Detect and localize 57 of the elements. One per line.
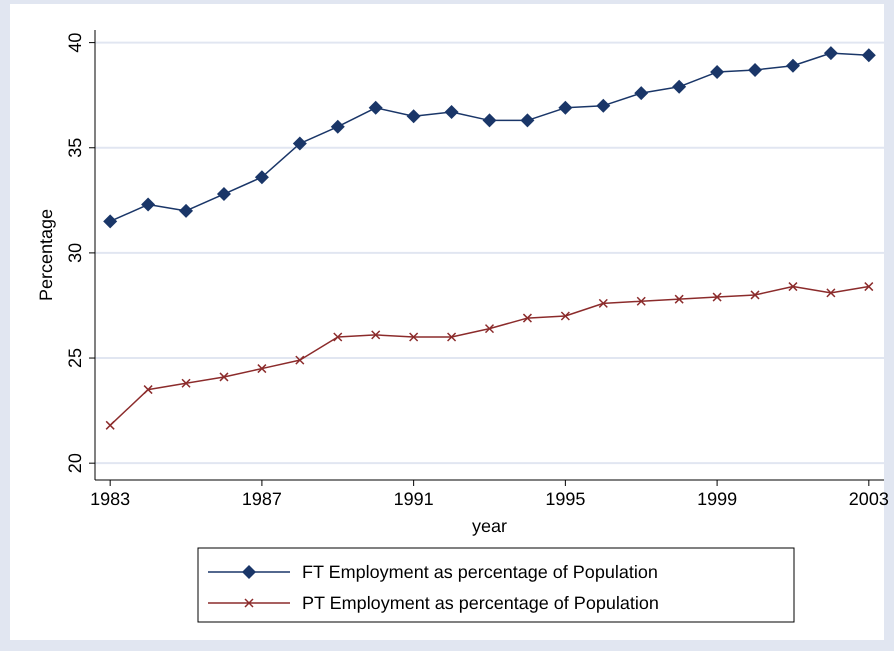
point xyxy=(216,187,231,202)
point xyxy=(862,48,876,62)
point xyxy=(446,332,456,342)
point xyxy=(598,298,608,308)
point xyxy=(596,98,610,113)
y-tick-label: 25 xyxy=(65,348,85,368)
point xyxy=(444,105,459,120)
point xyxy=(219,372,229,382)
point xyxy=(560,311,570,321)
x-tick-label: 1987 xyxy=(242,489,282,509)
point xyxy=(292,136,307,151)
point xyxy=(672,80,686,94)
point xyxy=(141,198,156,212)
y-tick-label: 35 xyxy=(65,138,85,158)
point xyxy=(257,364,267,374)
point xyxy=(748,62,762,77)
point xyxy=(105,420,115,430)
point xyxy=(408,332,418,342)
point xyxy=(634,86,648,100)
point xyxy=(181,378,191,388)
point xyxy=(179,204,194,218)
point xyxy=(520,113,534,128)
point xyxy=(103,214,118,228)
point xyxy=(710,65,724,80)
point xyxy=(406,109,421,124)
x-tick-label: 1995 xyxy=(545,489,586,509)
point xyxy=(712,292,722,302)
point xyxy=(824,46,838,60)
y-axis-title: Percentage xyxy=(36,208,56,302)
point xyxy=(786,58,800,73)
point xyxy=(864,282,874,292)
point xyxy=(750,290,760,300)
point xyxy=(674,294,684,304)
y-tick-label: 20 xyxy=(65,453,85,474)
point xyxy=(484,324,494,334)
point xyxy=(333,332,343,342)
x-tick-label: 1999 xyxy=(697,489,738,509)
point xyxy=(254,170,269,184)
legend-label: PT Employment as percentage of Population xyxy=(302,593,659,613)
point xyxy=(558,100,572,115)
point xyxy=(370,330,380,340)
point xyxy=(522,313,532,323)
point xyxy=(482,113,496,128)
point xyxy=(788,282,798,292)
point xyxy=(636,296,646,306)
x-tick-label: 1991 xyxy=(394,489,434,509)
y-tick-label: 30 xyxy=(65,242,85,263)
point xyxy=(368,100,383,115)
point xyxy=(826,288,836,298)
x-tick-label: 1983 xyxy=(90,489,130,509)
legend-label: FT Employment as percentage of Population xyxy=(302,562,658,582)
point xyxy=(295,355,305,365)
y-tick-label: 40 xyxy=(65,32,85,53)
x-axis-title: year xyxy=(472,516,508,536)
point xyxy=(330,120,345,134)
x-tick-label: 2003 xyxy=(848,489,889,509)
point xyxy=(143,384,153,394)
